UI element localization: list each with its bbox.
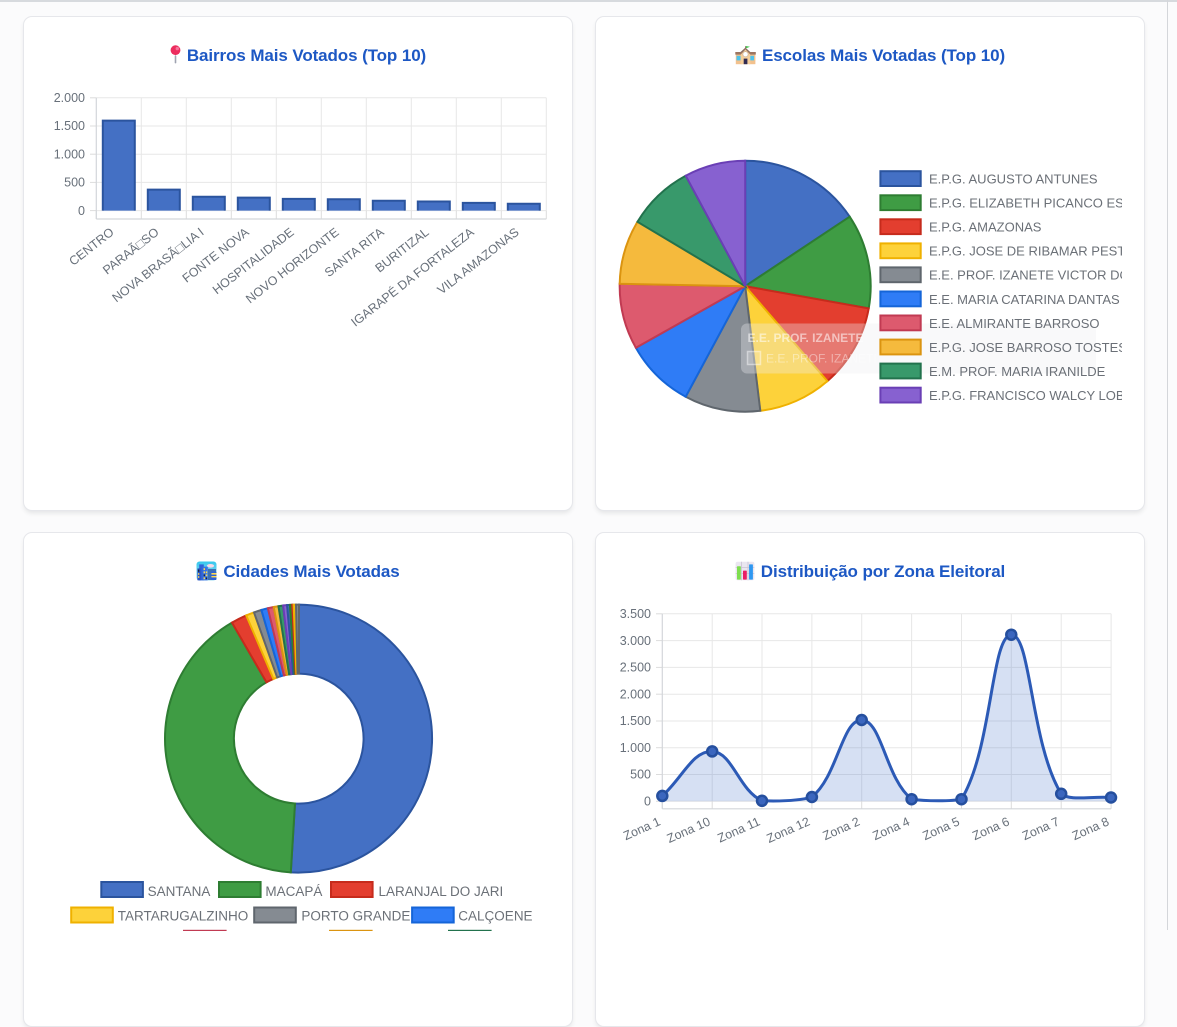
svg-text:Zona 4: Zona 4 <box>871 814 912 843</box>
svg-text:1.000: 1.000 <box>620 741 651 755</box>
svg-text:Zona 10: Zona 10 <box>665 814 713 845</box>
svg-text:Zona 6: Zona 6 <box>970 814 1011 843</box>
svg-text:E.E. PROF. IZANETE: E.E. PROF. IZANETE <box>748 331 864 345</box>
svg-text:Zona 7: Zona 7 <box>1020 814 1061 843</box>
svg-text:E.P.G. JOSE BARROSO TOSTES: E.P.G. JOSE BARROSO TOSTES <box>929 340 1127 355</box>
svg-text:1.500: 1.500 <box>620 714 651 728</box>
svg-text:0: 0 <box>78 204 85 218</box>
svg-text:1.000: 1.000 <box>54 147 85 161</box>
svg-text:E.P.G. JOSE DE RIBAMAR PESTANA: E.P.G. JOSE DE RIBAMAR PESTANA <box>929 244 1144 259</box>
svg-text:E.E. MARIA CATARINA DANTAS: E.E. MARIA CATARINA DANTAS <box>929 292 1120 307</box>
svg-text:E.P.G. AUGUSTO ANTUNES: E.P.G. AUGUSTO ANTUNES <box>929 172 1098 187</box>
svg-text:2.000: 2.000 <box>54 91 85 105</box>
svg-text:E.P.G. ELIZABETH PICANCO ESTEL: E.P.G. ELIZABETH PICANCO ESTELITA <box>929 196 1144 211</box>
svg-text:E.E. PROF. IZANETE VICTOR DOS: E.E. PROF. IZANETE VICTOR DOS SANTOS <box>929 268 1144 283</box>
svg-text:2.000: 2.000 <box>620 687 651 701</box>
svg-text:Zona 1: Zona 1 <box>621 814 662 843</box>
svg-text:TARTARUGALZINHO: TARTARUGALZINHO <box>118 909 249 924</box>
svg-text:SANTANA: SANTANA <box>148 884 211 899</box>
svg-text:PORTO GRANDE: PORTO GRANDE <box>301 909 410 924</box>
svg-text:E.M. PROF. MARIA IRANILDE: E.M. PROF. MARIA IRANILDE <box>929 364 1106 379</box>
svg-text:3.000: 3.000 <box>620 634 651 648</box>
svg-text:MACAPÁ: MACAPÁ <box>265 884 322 899</box>
svg-text:E.P.G. FRANCISCO WALCY LOBATO: E.P.G. FRANCISCO WALCY LOBATO <box>929 388 1144 403</box>
svg-text:500: 500 <box>630 768 651 782</box>
svg-text:Zona 5: Zona 5 <box>920 814 961 843</box>
svg-text:VILA AMAZONAS: VILA AMAZONAS <box>435 225 522 297</box>
svg-text:2.500: 2.500 <box>620 661 651 675</box>
svg-text:Zona 2: Zona 2 <box>821 814 862 843</box>
svg-text:3.500: 3.500 <box>620 607 651 621</box>
svg-text:Zona 11: Zona 11 <box>715 814 762 845</box>
svg-text:500: 500 <box>64 176 85 190</box>
svg-text:Zona 8: Zona 8 <box>1070 814 1111 843</box>
svg-text:CALÇOENE: CALÇOENE <box>458 909 532 924</box>
svg-text:E.E. ALMIRANTE BARROSO: E.E. ALMIRANTE BARROSO <box>929 316 1100 331</box>
svg-text:0: 0 <box>644 795 651 809</box>
svg-text:Zona 12: Zona 12 <box>765 814 813 845</box>
svg-text:LARANJAL DO JARI: LARANJAL DO JARI <box>379 884 504 899</box>
svg-text:1.500: 1.500 <box>54 119 85 133</box>
svg-text:E.P.G. AMAZONAS: E.P.G. AMAZONAS <box>929 220 1042 235</box>
